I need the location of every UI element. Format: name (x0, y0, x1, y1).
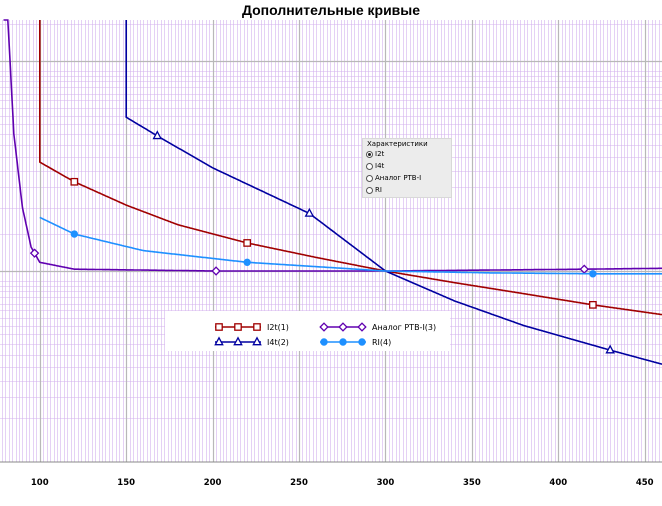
series-marker-2 (605, 344, 615, 354)
radio-label-i4t: I4t (375, 162, 385, 170)
x-tick-label: 450 (636, 478, 654, 488)
series-marker-4 (243, 258, 251, 267)
legend-marker (233, 336, 243, 346)
legend-symbol-i2t (215, 323, 261, 331)
legend-marker (339, 338, 347, 346)
legend-marker (319, 322, 329, 332)
series-4 (39, 216, 662, 278)
chart-title: Дополнительные кривые (241, 2, 421, 18)
series-1 (39, 20, 662, 316)
legend-label-i2t: I2t(1) (267, 322, 289, 332)
radio-label-ri: RI (375, 186, 382, 194)
series-marker-2 (304, 207, 315, 217)
series-marker-1 (589, 300, 597, 309)
radio-label-ptv: Аналог РТВ-I (375, 174, 422, 182)
legend-marker (215, 323, 223, 331)
series-marker-2 (152, 130, 163, 140)
x-tick-label: 400 (549, 478, 567, 488)
radio-ptv[interactable] (366, 174, 373, 182)
x-tick-label: 350 (463, 478, 481, 488)
legend-marker (357, 322, 367, 332)
legend-marker (338, 322, 348, 332)
radio-label-i2t: I2t (375, 150, 385, 158)
legend: I2t(1) I4t(2) Аналог РТВ-I(3) RI(4) (165, 311, 450, 351)
legend-symbol-ptv (319, 322, 367, 332)
legend-item-i4t: I4t(2) (213, 336, 289, 348)
series-line-3 (3, 19, 662, 272)
series-marker-3 (211, 266, 221, 276)
series-line-4 (39, 216, 662, 275)
radio-option-ri[interactable]: RI (366, 185, 382, 195)
legend-label-ri: RI(4) (372, 337, 392, 347)
legend-item-ptv: Аналог РТВ-I(3) (318, 321, 436, 333)
series-layer (3, 19, 662, 365)
radio-option-i4t[interactable]: I4t (366, 161, 384, 171)
legend-marker (252, 336, 262, 346)
series-marker-3 (29, 248, 40, 258)
radio-ri[interactable] (366, 186, 373, 194)
legend-marker (234, 323, 242, 331)
x-tick-label: 200 (204, 478, 222, 488)
characteristics-panel-title: Характеристики (367, 140, 428, 148)
legend-marker (214, 336, 224, 346)
legend-symbol-ri (320, 338, 366, 346)
series-marker-1 (243, 239, 252, 247)
x-tick-labels: 100 150 200 250 300 350 400 450 (31, 478, 654, 488)
series-2 (125, 20, 662, 365)
grid-minor (0, 20, 662, 462)
series-marker-1 (70, 177, 79, 186)
characteristics-panel: Характеристики I2t I4t Аналог РТВ-I RI (362, 138, 452, 198)
legend-item-ri: RI(4) (318, 336, 391, 348)
series-line-1 (39, 20, 662, 316)
legend-item-i2t: I2t(1) (213, 321, 289, 333)
series-marker-4 (70, 230, 79, 238)
radio-option-ptv[interactable]: Аналог РТВ-I (366, 173, 421, 183)
legend-label-i4t: I4t(2) (267, 337, 289, 347)
legend-symbol-i4t (214, 336, 262, 346)
x-tick-label: 250 (290, 478, 308, 488)
radio-i4t[interactable] (366, 162, 373, 170)
legend-marker (358, 338, 366, 346)
x-tick-label: 100 (31, 478, 49, 488)
radio-option-i2t[interactable]: I2t (366, 149, 384, 159)
x-tick-label: 300 (377, 478, 395, 488)
series-line-2 (125, 20, 662, 365)
x-tick-label: 150 (117, 478, 135, 488)
series-marker-4 (589, 270, 597, 278)
legend-marker (253, 323, 261, 331)
legend-label-ptv: Аналог РТВ-I(3) (372, 322, 437, 332)
radio-i2t[interactable] (366, 150, 373, 158)
legend-marker (320, 338, 328, 346)
